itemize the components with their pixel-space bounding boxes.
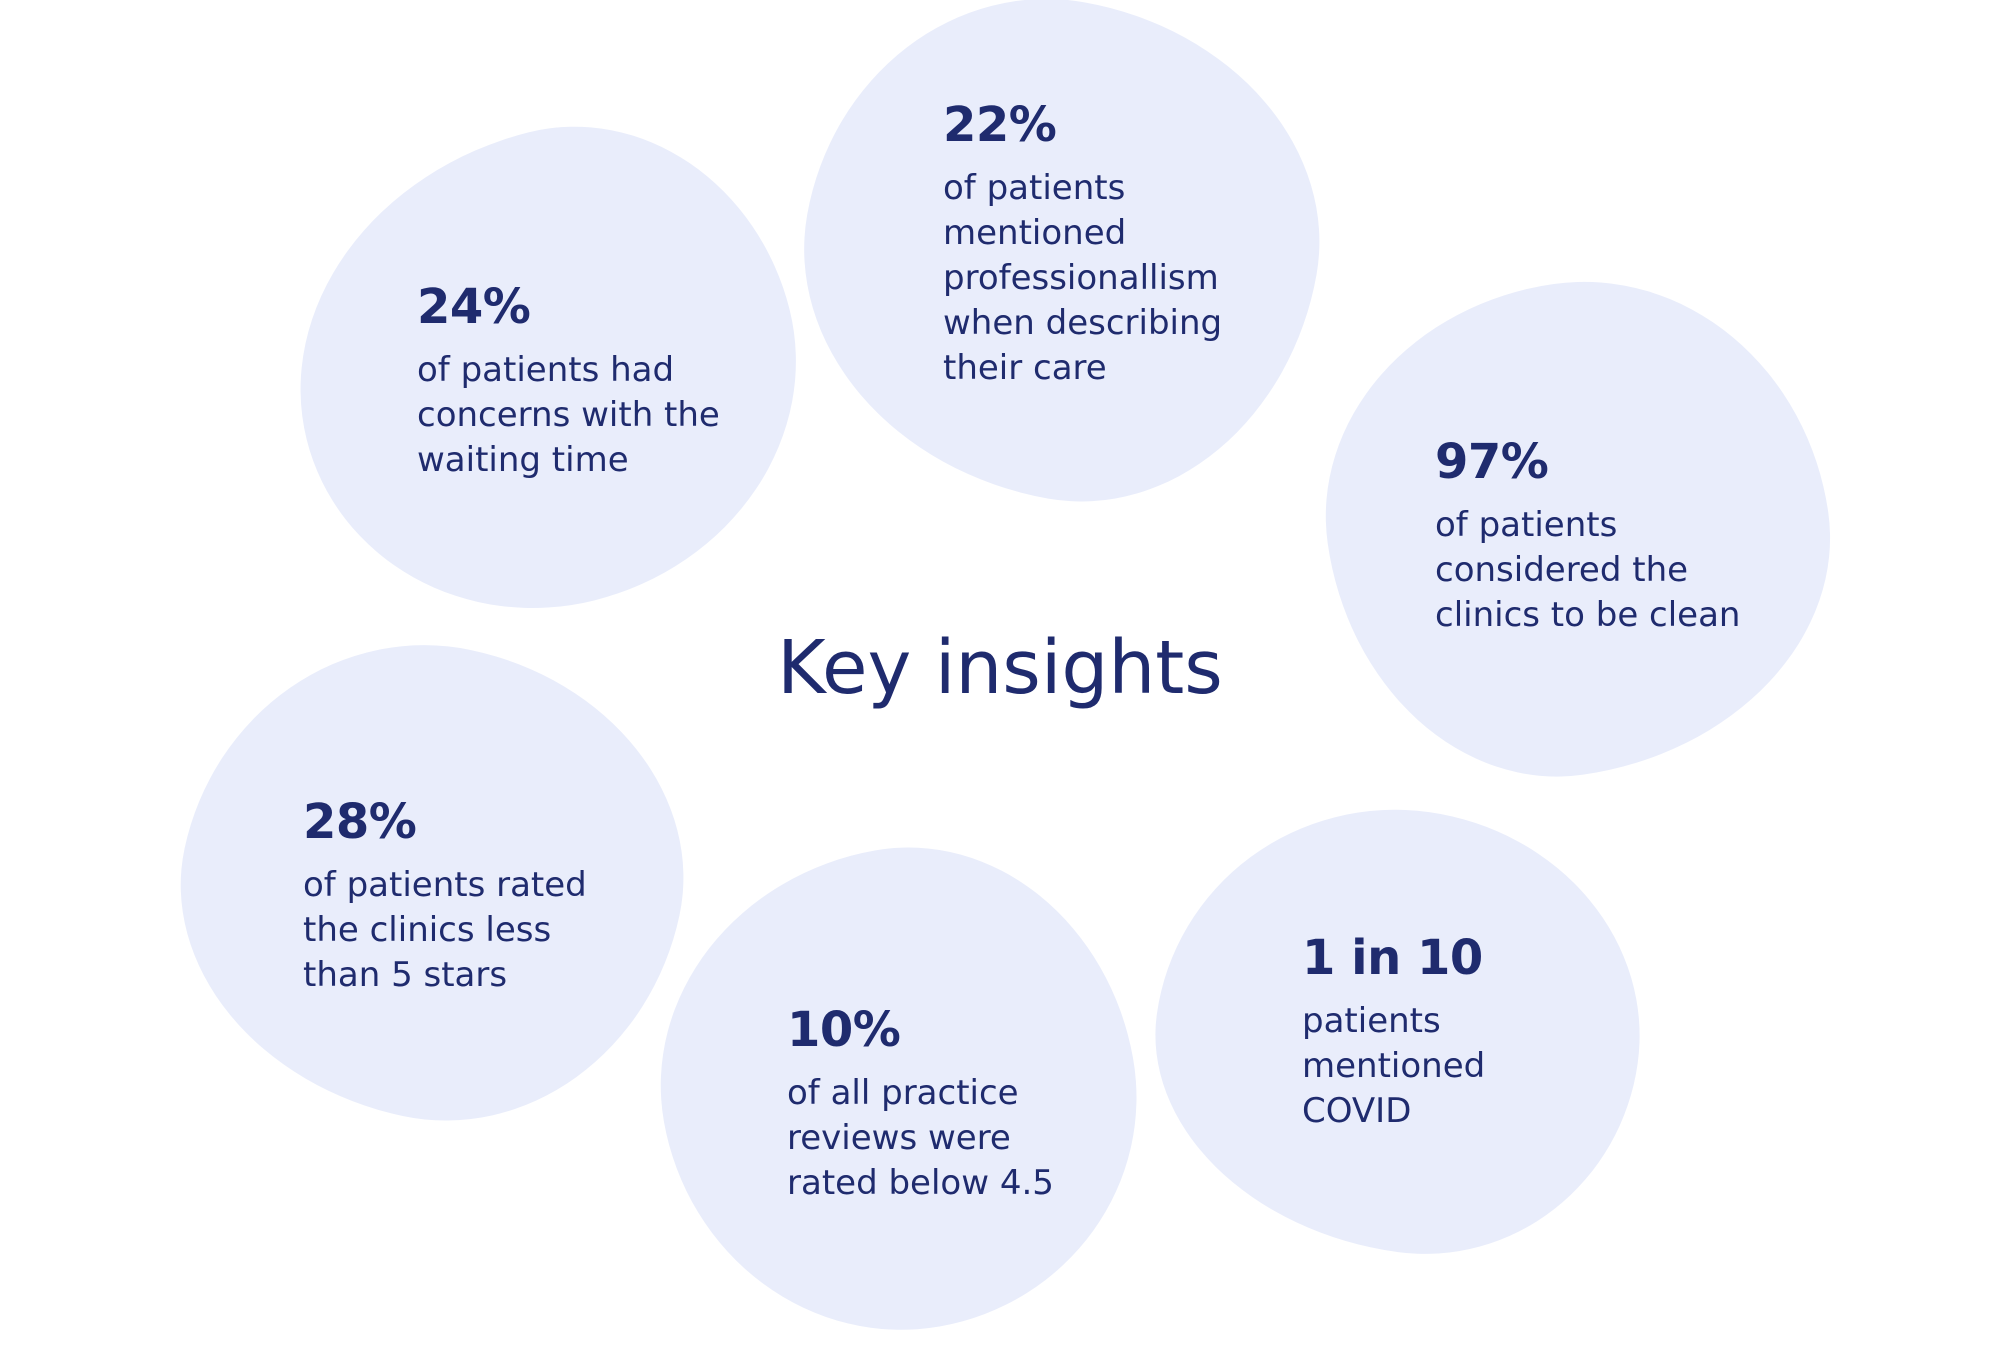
insight-description: of patients had concerns with the waitin… [417, 350, 720, 481]
insight-value: 28% [303, 794, 417, 850]
insight-rating-below-5: 28% of patients rated the clinics less t… [303, 792, 587, 998]
insight-professionalism: 22% of patients mentioned professionalli… [943, 95, 1222, 391]
insight-waiting-time: 24% of patients had concerns with the wa… [417, 277, 720, 483]
insight-value: 22% [943, 97, 1057, 153]
insight-value: 1 in 10 [1302, 930, 1483, 986]
insight-value: 97% [1435, 434, 1549, 490]
insight-description: patients mentioned COVID [1302, 1001, 1486, 1132]
insight-description: of patients considered the clinics to be… [1435, 505, 1741, 636]
insight-covid: 1 in 10 patients mentioned COVID [1302, 928, 1485, 1134]
insight-description: of patients rated the clinics less than … [303, 865, 587, 996]
insight-description: of patients mentioned professionallism w… [943, 168, 1223, 389]
page-title: Key insights [777, 625, 1223, 711]
insight-cleanliness: 97% of patients considered the clinics t… [1435, 432, 1741, 638]
insight-value: 10% [787, 1002, 901, 1058]
insight-rating-below-4-5: 10% of all practice reviews were rated b… [787, 1000, 1054, 1206]
insight-value: 24% [417, 279, 531, 335]
insight-description: of all practice reviews were rated below… [787, 1073, 1054, 1204]
